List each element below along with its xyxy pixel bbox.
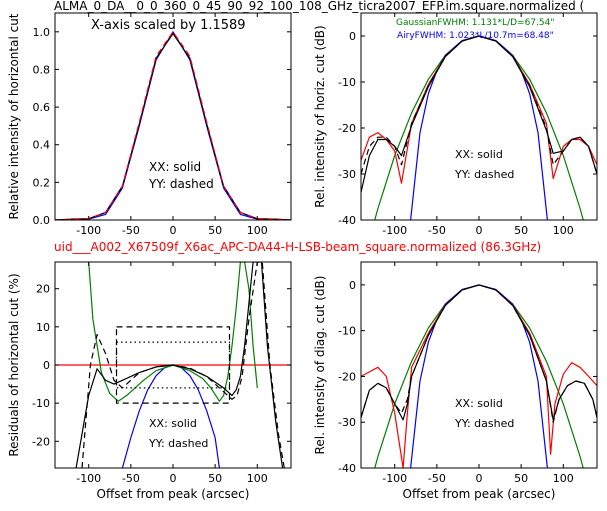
x-tick-label: 50 bbox=[514, 472, 528, 485]
y-axis-label: Rel. intensity of diag. cut (dB) bbox=[313, 276, 327, 455]
figure-title-mid: uid___A002_X67509f_X6ac_APC-DA44-H-LSB-b… bbox=[54, 240, 541, 254]
x-tick-label: 50 bbox=[208, 472, 222, 485]
y-axis-label: Relative intensity of horizontal cut bbox=[7, 13, 21, 219]
x-tick-label: 0 bbox=[476, 472, 483, 485]
x-tick-label: 0 bbox=[476, 224, 483, 237]
annotation-text: XX: solid bbox=[455, 148, 503, 161]
series-line-2 bbox=[88, 262, 258, 402]
series-line-4 bbox=[81, 262, 285, 468]
y-tick-label: -10 bbox=[338, 76, 356, 89]
chart-panel-top-right: -100 -50 0 50 100 0 -10 -20 -30 -40 Rel. intensity… bbox=[313, 12, 598, 237]
y-tick-label: 20 bbox=[36, 283, 50, 296]
y-tick-label: -30 bbox=[338, 416, 356, 429]
y-tick-label: -30 bbox=[338, 168, 356, 181]
series-line-0 bbox=[55, 31, 291, 220]
x-tick-label: 0 bbox=[170, 224, 177, 237]
x-tick-label: -100 bbox=[382, 224, 407, 237]
y-tick-label: -10 bbox=[338, 325, 356, 338]
y-tick-label: 0 bbox=[43, 359, 50, 372]
annotation-text: XX: solid bbox=[455, 397, 503, 410]
series-line-1 bbox=[410, 284, 548, 468]
annotation-text: AiryFWHM: 1.023*L/10.7m=68.48" bbox=[397, 31, 554, 41]
x-tick-label: 50 bbox=[514, 224, 528, 237]
series-line-1 bbox=[410, 35, 548, 220]
x-tick-label: -100 bbox=[76, 472, 101, 485]
chart-panel-top-left: -100 -50 0 50 100 0.0 0.2 0.4 0.6 0.8 1.0 Relative … bbox=[7, 12, 292, 237]
x-tick-label: 100 bbox=[247, 472, 268, 485]
y-tick-label: -40 bbox=[338, 462, 356, 475]
y-tick-label: -40 bbox=[338, 214, 356, 227]
series-line-2 bbox=[361, 35, 597, 184]
series-line-4 bbox=[361, 284, 597, 423]
x-tick-label: -50 bbox=[122, 224, 140, 237]
x-tick-label: -100 bbox=[76, 224, 101, 237]
x-tick-label: -50 bbox=[122, 472, 140, 485]
y-tick-label: 10 bbox=[36, 321, 50, 334]
y-tick-label: 0 bbox=[349, 30, 356, 43]
annotation-text: GaussianFWHM: 1.131*L/D=67.54" bbox=[396, 18, 554, 28]
plot-area bbox=[55, 31, 291, 220]
figure-title-top: ALMA_0_DA__0_0_360_0_45_90_92_100_108_GH… bbox=[54, 0, 584, 13]
series-line-1 bbox=[55, 33, 291, 220]
y-axis-label: Residuals of horizontal cut (%) bbox=[7, 273, 21, 456]
y-tick-label: -20 bbox=[338, 370, 356, 383]
y-tick-label: 0.2 bbox=[33, 176, 51, 189]
annotation-text: YY: dashed bbox=[148, 177, 214, 191]
y-tick-label: 0 bbox=[349, 279, 356, 292]
y-tick-label: 0.8 bbox=[33, 63, 51, 76]
x-tick-label: 50 bbox=[208, 224, 222, 237]
y-tick-label: 0.4 bbox=[33, 139, 51, 152]
x-tick-label: 100 bbox=[553, 472, 574, 485]
series-line-3 bbox=[75, 262, 284, 468]
x-tick-label: -50 bbox=[428, 472, 446, 485]
series-line-5 bbox=[115, 326, 231, 404]
plot-area bbox=[361, 284, 597, 468]
y-tick-label: -10 bbox=[32, 397, 50, 410]
x-tick-label: 100 bbox=[247, 224, 268, 237]
axes-frame bbox=[360, 261, 598, 469]
annotation-text: XX: solid bbox=[149, 160, 201, 174]
annotation-text: X-axis scaled by 1.1589 bbox=[91, 18, 246, 33]
plot-area bbox=[55, 262, 291, 468]
x-tick-label: -100 bbox=[382, 472, 407, 485]
chart-panel-bottom-right: -100 -50 0 50 100 0 -10 -20 -30 -40 Rel. intensity… bbox=[313, 261, 598, 501]
y-tick-label: 0.6 bbox=[33, 101, 51, 114]
annotation-text: XX: solid bbox=[149, 417, 197, 430]
annotation-text: YY: dashed bbox=[454, 168, 514, 181]
series-line-4 bbox=[361, 35, 597, 175]
y-tick-label: -20 bbox=[32, 435, 50, 448]
annotation-text: YY: dashed bbox=[454, 417, 514, 430]
series-line-6 bbox=[115, 341, 231, 389]
x-axis-label: Offset from peak (arcsec) bbox=[403, 487, 556, 501]
y-tick-label: 1.0 bbox=[33, 26, 51, 39]
axes-frame bbox=[360, 12, 598, 221]
series-line-2 bbox=[55, 31, 291, 220]
y-tick-label: -20 bbox=[338, 122, 356, 135]
x-tick-label: 0 bbox=[170, 472, 177, 485]
x-tick-label: 100 bbox=[553, 224, 574, 237]
annotation-text: YY: dashed bbox=[148, 437, 208, 450]
x-axis-label: Offset from peak (arcsec) bbox=[97, 487, 250, 501]
y-axis-label: Rel. intensity of horiz. cut (dB) bbox=[313, 25, 327, 207]
x-tick-label: -50 bbox=[428, 224, 446, 237]
series-line-2 bbox=[361, 284, 597, 468]
y-tick-label: 0.0 bbox=[33, 214, 51, 227]
plot-area bbox=[361, 35, 597, 220]
